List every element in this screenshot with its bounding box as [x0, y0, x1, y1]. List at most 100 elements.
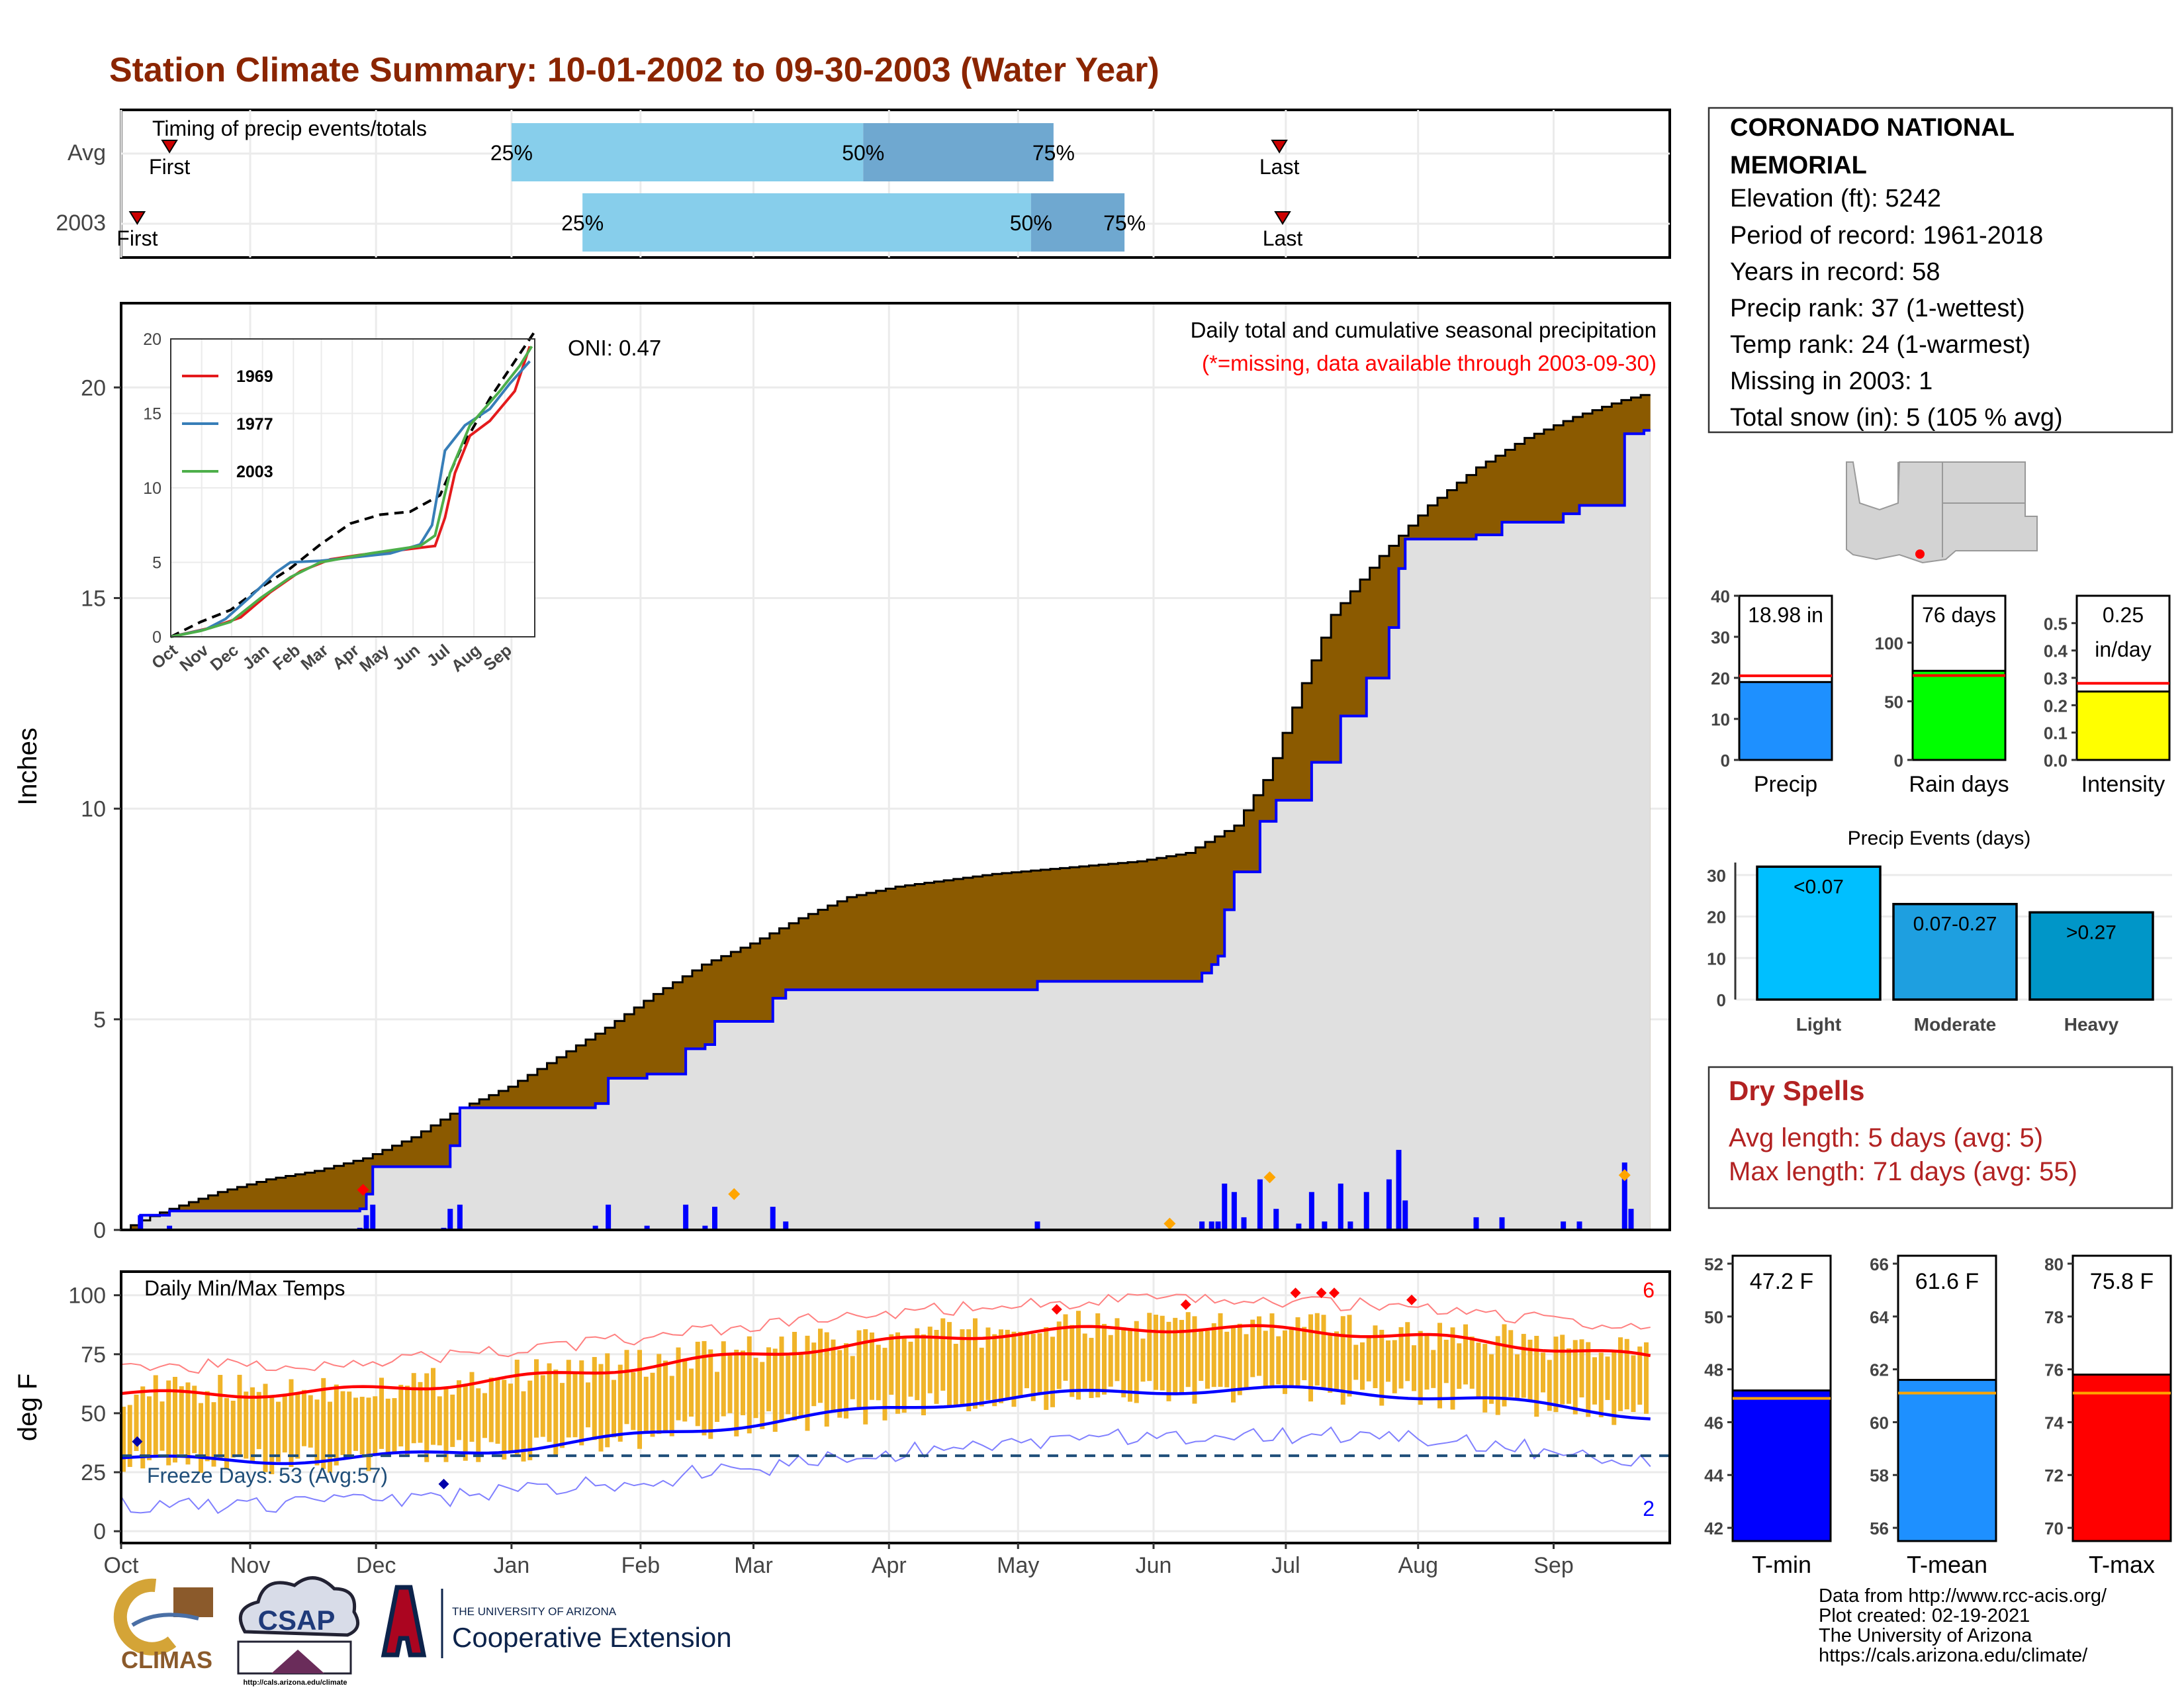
- daily-temp-bar: [1567, 1348, 1571, 1404]
- daily-temp-bar: [1192, 1316, 1197, 1404]
- daily-temp-bar: [237, 1374, 242, 1458]
- map-station-marker: [1915, 549, 1925, 559]
- month-label-apr: Apr: [872, 1553, 907, 1578]
- daily-precip-bar: [363, 1215, 369, 1230]
- daily-temp-bar: [134, 1394, 139, 1452]
- daily-temp-bar: [760, 1362, 765, 1429]
- daily-temp-bar: [1276, 1336, 1281, 1385]
- daily-temp-bar: [340, 1391, 345, 1456]
- daily-temp-bar: [901, 1337, 907, 1413]
- daily-temp-bar: [1115, 1318, 1120, 1382]
- daily-temp-bar: [1379, 1329, 1385, 1406]
- temp-bar-tick-label: 52: [1704, 1254, 1723, 1274]
- daily-temp-bar: [1631, 1355, 1636, 1413]
- daily-temp-bar: [844, 1343, 848, 1419]
- month-axis: Oct Nov Dec Jan Feb Mar Apr May Jun Jul Aug Sep: [104, 1543, 1574, 1578]
- daily-temp-bar: [1598, 1352, 1604, 1418]
- temp-bar-tick-label: 64: [1870, 1307, 1889, 1327]
- daily-temp-bar: [1612, 1352, 1617, 1425]
- daily-temp-bar: [650, 1372, 655, 1437]
- daily-temp-bar: [140, 1386, 146, 1469]
- daily-precip-bar: [1231, 1192, 1237, 1230]
- daily-temp-bar: [772, 1348, 778, 1432]
- station-name: CORONADO NATIONAL: [1730, 114, 2015, 142]
- daily-temp-bar: [870, 1332, 874, 1400]
- daily-temp-bar: [824, 1332, 829, 1427]
- precip-bar-name: Intensity: [2081, 772, 2165, 797]
- daily-temp-bar: [1360, 1342, 1365, 1390]
- record-marker: [1163, 1217, 1176, 1230]
- daily-temp-bar: [1482, 1344, 1488, 1413]
- ua-extension: Cooperative Extension: [452, 1622, 732, 1653]
- daily-temp-bar: [973, 1318, 978, 1409]
- timing-last-marker: [1274, 211, 1291, 225]
- daily-temp-bar: [850, 1356, 855, 1399]
- event-bar-heavy: [2028, 911, 2154, 1001]
- daily-temp-bar: [811, 1342, 817, 1407]
- daily-temp-bar: [805, 1335, 810, 1431]
- obs-area: [121, 430, 1651, 1230]
- daily-precip-bar: [1347, 1221, 1353, 1230]
- daily-temp-bar: [263, 1383, 268, 1472]
- daily-temp-bar: [566, 1360, 571, 1438]
- daily-temp-bar: [1108, 1335, 1113, 1387]
- daily-temp-bar: [1418, 1331, 1423, 1405]
- temp-label: Daily Min/Max Temps: [144, 1276, 345, 1300]
- precip-bar-tick-label: 0: [1721, 751, 1730, 771]
- daily-temp-bar: [947, 1322, 952, 1406]
- daily-temp-bar: [779, 1336, 784, 1421]
- daily-precip-bar: [1338, 1184, 1343, 1230]
- daily-temp-bar: [1586, 1342, 1591, 1417]
- locator-map: [1846, 461, 2038, 565]
- timing-bar-50-75-2003: [1030, 193, 1125, 252]
- daily-temp-bar: [1495, 1336, 1500, 1415]
- precip-bar-value-label: 0.25: [2103, 603, 2144, 627]
- precip-bar-tick-label: 50: [1884, 692, 1903, 712]
- month-label-oct: Oct: [104, 1553, 139, 1578]
- daily-precip-bar: [783, 1221, 789, 1230]
- climas-logo-wave: [131, 1613, 199, 1627]
- inset-frame: [170, 338, 535, 637]
- temp-bar-tick-label: 74: [2044, 1413, 2064, 1432]
- daily-temp-bar: [328, 1401, 332, 1473]
- daily-temp-bar: [1328, 1335, 1333, 1393]
- daily-precip-bar: [167, 1225, 173, 1230]
- daily-temp-bar: [979, 1347, 984, 1407]
- month-label-dec: Dec: [356, 1553, 396, 1578]
- daily-temp-bar: [1644, 1342, 1649, 1414]
- daily-temp-bar: [1134, 1321, 1139, 1403]
- daily-temp-bar: [695, 1341, 700, 1427]
- daily-temp-bar: [1469, 1336, 1475, 1389]
- daily-temp-bar: [1030, 1333, 1036, 1401]
- inset-legend-1977: 1977: [236, 415, 273, 434]
- daily-temp-bar: [1437, 1323, 1442, 1409]
- precip-y-ticks: 0 5 10 15 20: [81, 375, 121, 1243]
- temp-bar-t-min: [1731, 1389, 1832, 1542]
- daily-precip-bar: [644, 1225, 650, 1230]
- daily-temp-bar: [1218, 1313, 1223, 1387]
- csap-cloud: [238, 1576, 360, 1637]
- daily-precip-bar: [1308, 1192, 1314, 1230]
- event-bar-moderate: [1892, 902, 2018, 1001]
- precip-bar-name: Rain days: [1909, 772, 2009, 797]
- daily-temp-bar: [1398, 1327, 1404, 1389]
- timing-last-label: Last: [1263, 226, 1303, 250]
- record-marker: [1263, 1171, 1276, 1184]
- precip-ytick-label: 15: [81, 586, 106, 611]
- temp-bar-tick-label: 44: [1704, 1466, 1723, 1485]
- daily-temp-bar: [1412, 1345, 1416, 1391]
- daily-temp-bar: [1102, 1323, 1107, 1395]
- precip-bar-tick-label: 0.2: [2044, 696, 2068, 716]
- temp-bar-tick-label: 50: [1704, 1307, 1723, 1327]
- daily-precip-bar: [1322, 1221, 1328, 1230]
- dry-spells-max: Max length: 71 days (avg: 55): [1729, 1157, 2077, 1186]
- timing-first-label: First: [149, 155, 190, 179]
- daily-temp-bar: [992, 1334, 997, 1407]
- daily-temp-bar: [837, 1350, 842, 1418]
- temp-bar-tick-label: 60: [1870, 1413, 1889, 1432]
- avg-cumulative-line: [121, 394, 1651, 1231]
- temp-bar-tick-label: 42: [1704, 1519, 1723, 1538]
- daily-temp-bar: [721, 1341, 726, 1417]
- daily-temp-bar: [934, 1330, 939, 1404]
- daily-temp-bar: [766, 1347, 771, 1411]
